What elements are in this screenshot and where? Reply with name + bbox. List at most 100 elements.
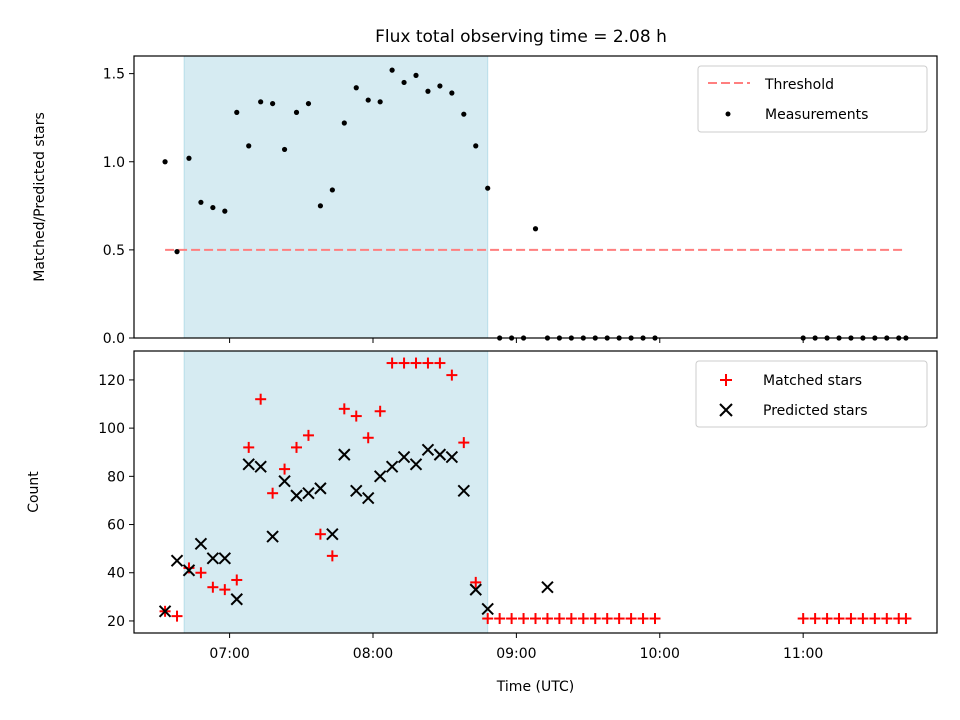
measurement-point: [413, 72, 419, 78]
x-tick-label: 11:00: [783, 646, 823, 662]
y-tick-label: 0.0: [103, 331, 125, 347]
matched-star-point: [845, 613, 857, 625]
predicted-star-point: [541, 580, 554, 594]
bottom-panel: 20 40 60 80 100 120 07:00 08:00 09:00 10:00 11:00…: [26, 350, 938, 695]
measurement-point: [329, 187, 335, 193]
top-x-axis-ticks: [229, 338, 804, 343]
predicted-star-point: [230, 593, 243, 606]
predicted-star-point: [373, 470, 387, 483]
measurement-point: [246, 143, 252, 149]
predicted-star-point: [194, 537, 208, 551]
matched-star-point: [362, 432, 374, 444]
bottom-axes-frame: [133, 350, 938, 634]
top-axes-frame: [133, 55, 938, 339]
matched-star-point: [255, 393, 267, 405]
matched-star-point: [338, 403, 350, 415]
measurement-point: [258, 99, 264, 105]
predicted-star-point: [433, 448, 447, 461]
matched-star-point: [881, 613, 893, 625]
legend-predicted-swatch: [719, 403, 733, 417]
matched-star-point: [833, 613, 845, 625]
measurement-point: [270, 100, 276, 107]
measurement-point: [174, 249, 180, 255]
matched-star-point: [494, 613, 506, 625]
matched-star-point: [350, 410, 362, 422]
predicted-star-point: [397, 450, 411, 464]
matched-star-point: [857, 613, 869, 625]
matched-star-point: [821, 613, 833, 625]
matched-star-point: [374, 405, 386, 417]
measurement-point: [532, 226, 539, 232]
x-tick-label: 08:00: [353, 646, 393, 662]
predicted-star-point: [338, 448, 351, 461]
matched-star-point: [279, 463, 291, 475]
matched-star-point: [171, 610, 183, 622]
legend-predicted-label: Predicted stars: [763, 403, 868, 419]
matched-star-point: [243, 441, 255, 453]
top-y-axis: 0.0 0.5 1.0 1.5: [103, 67, 134, 347]
matched-star-point: [458, 437, 470, 449]
measurement-point: [365, 97, 371, 103]
measurement-point: [377, 99, 383, 105]
legend-measurements-swatch: [725, 111, 731, 117]
top-legend: Threshold Measurements: [697, 65, 928, 133]
chart-title: Flux total observing time = 2.08 h: [375, 27, 667, 47]
observing-span-top: [183, 55, 489, 339]
matched-star-point: [506, 613, 518, 625]
matched-star-point: [291, 441, 303, 453]
bottom-x-axis: 07:00 08:00 09:00 10:00 11:00: [209, 633, 823, 662]
predicted-star-point: [254, 460, 267, 473]
matched-star-point: [422, 357, 434, 369]
predicted-star-point: [290, 489, 303, 502]
predicted-star-point: [206, 552, 220, 565]
legend-matched-swatch: [720, 374, 732, 386]
y-tick-label: 1.5: [103, 67, 125, 83]
measurement-point: [281, 146, 288, 153]
measurement-point: [210, 204, 216, 211]
matched-star-point: [649, 613, 661, 625]
top-y-axis-label: Matched/Predicted stars: [32, 112, 48, 282]
predicted-star-point: [469, 583, 482, 596]
matched-star-point: [207, 581, 219, 593]
matched-star-point: [613, 613, 625, 625]
measurement-point: [305, 100, 312, 107]
matched-star-point: [900, 613, 912, 625]
predicted-star-point: [385, 460, 399, 473]
measurement-point: [425, 88, 431, 94]
measurement-point: [162, 159, 168, 165]
measurement-point: [186, 155, 192, 161]
predicted-stars-series: [158, 443, 554, 618]
legend-measurements-label: Measurements: [765, 107, 868, 123]
measurement-point: [293, 109, 300, 115]
matched-star-point: [267, 487, 279, 499]
bottom-legend: Matched stars Predicted stars: [695, 360, 928, 428]
measurement-point: [389, 67, 395, 73]
matched-star-point: [434, 357, 446, 369]
predicted-star-point: [170, 554, 184, 567]
measurement-point: [437, 83, 443, 89]
matched-star-point: [565, 613, 577, 625]
matched-star-point: [398, 357, 410, 369]
matched-star-point: [410, 357, 422, 369]
matched-star-point: [386, 357, 398, 369]
predicted-star-point: [266, 530, 279, 543]
measurement-point: [473, 143, 479, 149]
matched-star-point: [518, 613, 530, 625]
predicted-star-point: [326, 527, 339, 541]
matched-star-point: [869, 613, 881, 625]
y-tick-label: 40: [107, 566, 125, 582]
y-tick-label: 0.5: [103, 243, 125, 259]
predicted-star-point: [457, 484, 471, 498]
bottom-y-axis: 20 40 60 80 100 120: [98, 373, 134, 630]
measurement-point: [401, 79, 407, 86]
predicted-star-point: [445, 450, 459, 464]
matched-star-point: [625, 613, 637, 625]
matched-star-point: [219, 584, 231, 596]
observing-span-bottom: [183, 350, 489, 634]
x-tick-label: 07:00: [209, 646, 249, 662]
y-tick-label: 100: [98, 421, 125, 437]
measurement-point: [353, 85, 359, 91]
measurement-point: [198, 199, 204, 205]
predicted-star-point: [218, 552, 232, 565]
